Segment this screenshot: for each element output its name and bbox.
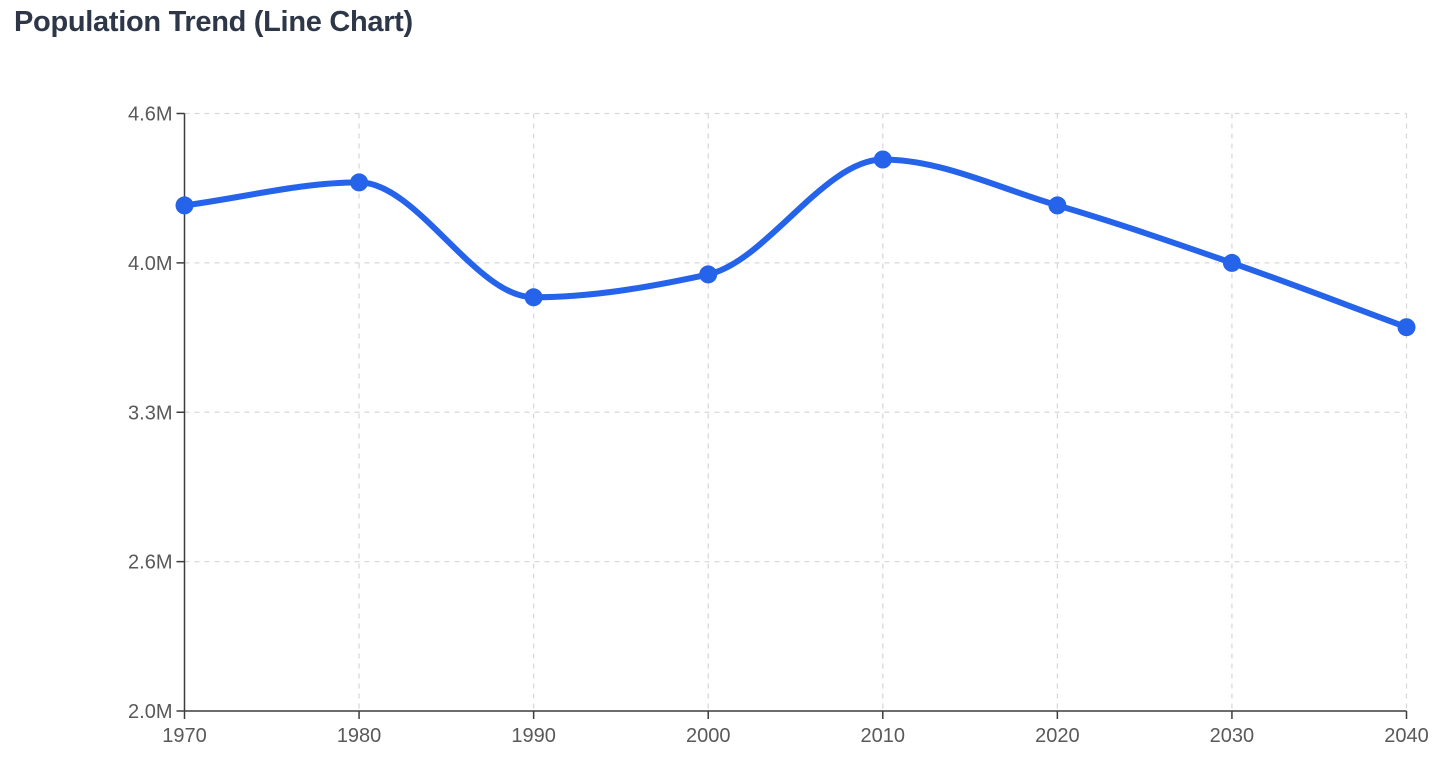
y-tick-label: 4.6M [128, 104, 172, 126]
data-point[interactable] [873, 150, 892, 169]
data-point[interactable] [524, 288, 543, 307]
x-tick-label: 2020 [1035, 725, 1080, 747]
x-tick-label: 2040 [1384, 725, 1429, 747]
x-tick-label: 1970 [162, 725, 207, 747]
data-point[interactable] [699, 265, 718, 284]
y-tick-label: 4.0M [128, 253, 172, 275]
y-tick-label: 3.3M [128, 402, 172, 424]
x-tick-label: 2010 [861, 725, 906, 747]
data-point[interactable] [1397, 318, 1416, 337]
trend-line [181, 156, 1410, 331]
x-tick-label: 2030 [1210, 725, 1255, 747]
y-tick-label: 2.6M [128, 552, 172, 574]
x-tick-label: 2000 [686, 725, 731, 747]
data-point[interactable] [1048, 196, 1067, 215]
data-point[interactable] [350, 173, 369, 192]
chart-title: Population Trend (Line Chart) [14, 6, 413, 38]
data-point[interactable] [175, 196, 194, 215]
data-point[interactable] [1222, 253, 1241, 272]
y-tick-label: 2.0M [128, 701, 172, 723]
x-tick-label: 1980 [337, 725, 382, 747]
x-tick-label: 1990 [511, 725, 556, 747]
